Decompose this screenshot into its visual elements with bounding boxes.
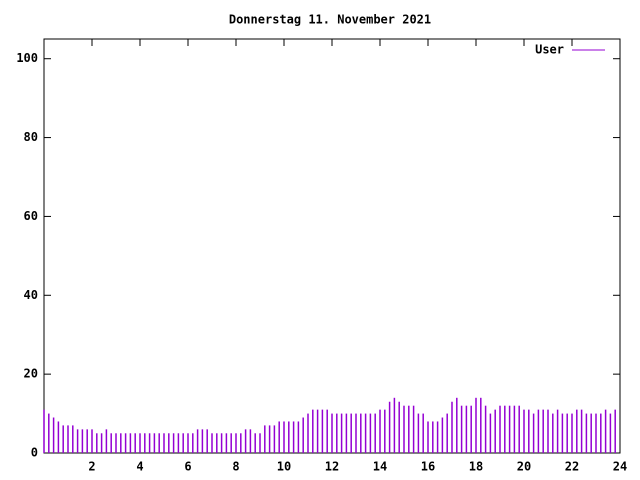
y-tick-label: 60 <box>24 209 38 223</box>
x-tick-label: 14 <box>373 460 387 474</box>
x-tick-label: 4 <box>136 460 143 474</box>
x-tick-label: 6 <box>184 460 191 474</box>
y-tick-label: 100 <box>16 51 38 65</box>
x-tick-label: 18 <box>469 460 483 474</box>
x-tick-label: 2 <box>88 460 95 474</box>
x-tick-label: 16 <box>421 460 435 474</box>
y-tick-label: 40 <box>24 288 38 302</box>
x-tick-label: 10 <box>277 460 291 474</box>
x-tick-label: 20 <box>517 460 531 474</box>
x-tick-label: 22 <box>565 460 579 474</box>
y-tick-label: 20 <box>24 367 38 381</box>
y-tick-label: 0 <box>31 446 38 460</box>
legend-label: User <box>535 43 564 57</box>
chart-title: Donnerstag 11. November 2021 <box>229 13 431 27</box>
x-tick-label: 24 <box>613 460 627 474</box>
x-tick-label: 12 <box>325 460 339 474</box>
y-tick-label: 80 <box>24 130 38 144</box>
plot-border <box>43 38 621 454</box>
x-tick-label: 8 <box>232 460 239 474</box>
